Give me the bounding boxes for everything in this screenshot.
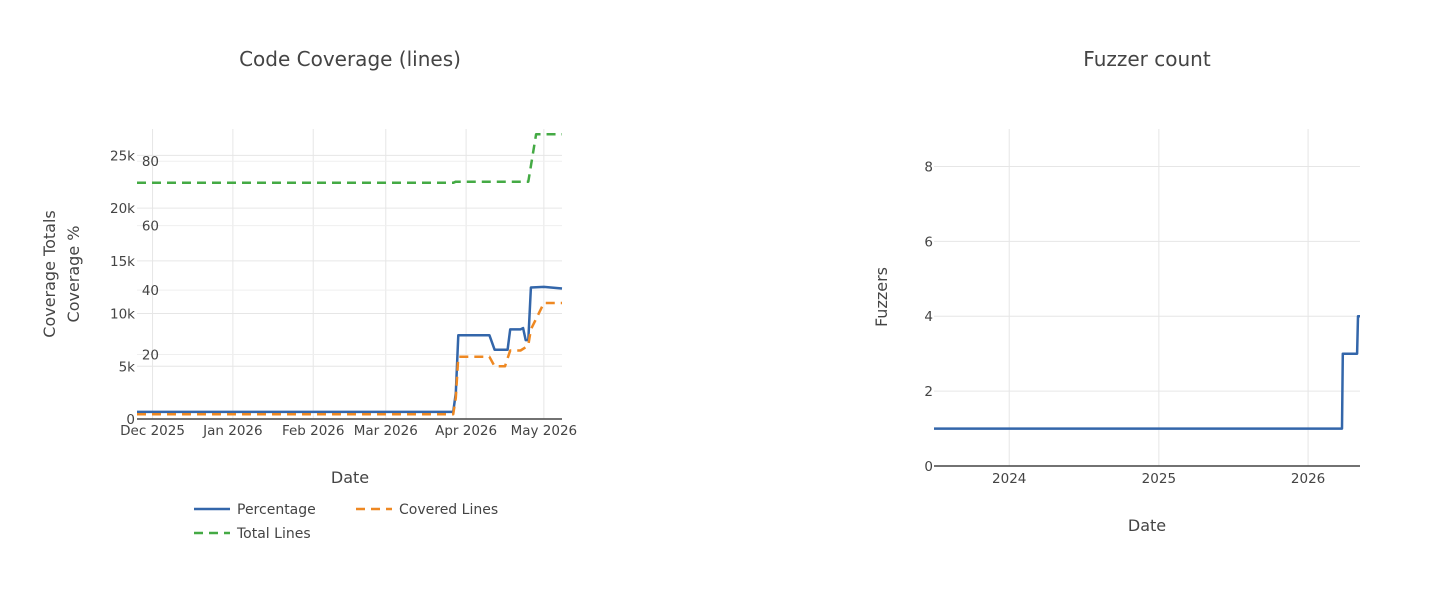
coverage-x-tick-dec-2025: Dec 2025 (120, 423, 185, 439)
coverage-x-tick-feb-2026: Feb 2026 (282, 423, 345, 439)
coverage-percent-tick-20: 20 (142, 348, 159, 364)
legend-item-percentage[interactable]: Percentage (194, 502, 316, 518)
legend-label-total-lines: Total Lines (236, 526, 311, 542)
coverage-chart: Code Coverage (lines) 0 5k 10k 15k 20k 25k 20… (40, 47, 577, 542)
fuzzer-grid (934, 129, 1360, 466)
legend-label-covered-lines: Covered Lines (399, 502, 498, 518)
fuzzer-y-ticks: 0 2 4 6 8 (924, 159, 933, 475)
coverage-x-tick-apr-2026: Apr 2026 (435, 423, 497, 439)
coverage-series-layer (137, 133, 563, 416)
fuzzer-series-layer (934, 314, 1360, 430)
fuzzer-y-tick-6: 6 (924, 234, 933, 250)
coverage-x-tick-may-2026: May 2026 (511, 423, 578, 439)
coverage-totals-tick-10k: 10k (110, 307, 135, 323)
legend-label-percentage: Percentage (237, 502, 316, 518)
coverage-percent-tick-60: 60 (142, 219, 159, 235)
fuzzer-x-ticks: 2024 2025 2026 (992, 471, 1325, 487)
fuzzer-chart-title: Fuzzer count (1083, 47, 1211, 71)
fuzzer-series-line-0 (934, 314, 1360, 430)
coverage-percent-tick-40: 40 (142, 283, 159, 299)
fuzzer-y-tick-0: 0 (924, 459, 933, 475)
coverage-totals-tick-5k: 5k (119, 359, 136, 375)
coverage-percent-ticks: 20 40 60 80 (142, 154, 159, 363)
coverage-totals-tick-25k: 25k (110, 148, 135, 164)
coverage-totals-ticks: 0 5k 10k 15k 20k 25k (110, 148, 135, 428)
coverage-grid (137, 129, 562, 419)
fuzzer-x-tick-2026: 2026 (1291, 471, 1325, 487)
legend-item-total-lines[interactable]: Total Lines (194, 526, 311, 542)
fuzzer-x-tick-2025: 2025 (1142, 471, 1176, 487)
coverage-legend: Percentage Covered Lines Total Lines (194, 502, 498, 542)
fuzzer-y-tick-2: 2 (924, 384, 933, 400)
coverage-chart-title: Code Coverage (lines) (239, 47, 461, 71)
coverage-y-axis-title-totals: Coverage Totals (40, 210, 59, 337)
coverage-x-tick-mar-2026: Mar 2026 (354, 423, 418, 439)
legend-item-covered-lines[interactable]: Covered Lines (356, 502, 498, 518)
coverage-y-axis-title-percent: Coverage % (64, 226, 83, 323)
coverage-totals-tick-0: 0 (126, 412, 135, 428)
series-line-total-lines (137, 133, 562, 185)
coverage-totals-tick-15k: 15k (110, 254, 135, 270)
series-line-percentage (137, 285, 563, 414)
fuzzer-x-tick-2024: 2024 (992, 471, 1026, 487)
coverage-x-axis-title: Date (331, 468, 369, 487)
coverage-totals-tick-20k: 20k (110, 201, 135, 217)
coverage-x-tick-jan-2026: Jan 2026 (202, 423, 262, 439)
fuzzer-y-axis-title: Fuzzers (872, 267, 891, 327)
coverage-percent-tick-80: 80 (142, 154, 159, 170)
series-line-covered-lines (137, 301, 562, 416)
fuzzer-x-axis-title: Date (1128, 516, 1166, 535)
coverage-x-ticks: Dec 2025 Jan 2026 Feb 2026 Mar 2026 Apr 2026… (120, 423, 577, 439)
fuzzer-y-tick-8: 8 (924, 159, 933, 175)
fuzzer-chart: Fuzzer count 0 2 4 6 8 2024 2025 2026 Date Fuz… (872, 47, 1360, 535)
fuzzer-y-tick-4: 4 (924, 309, 933, 325)
